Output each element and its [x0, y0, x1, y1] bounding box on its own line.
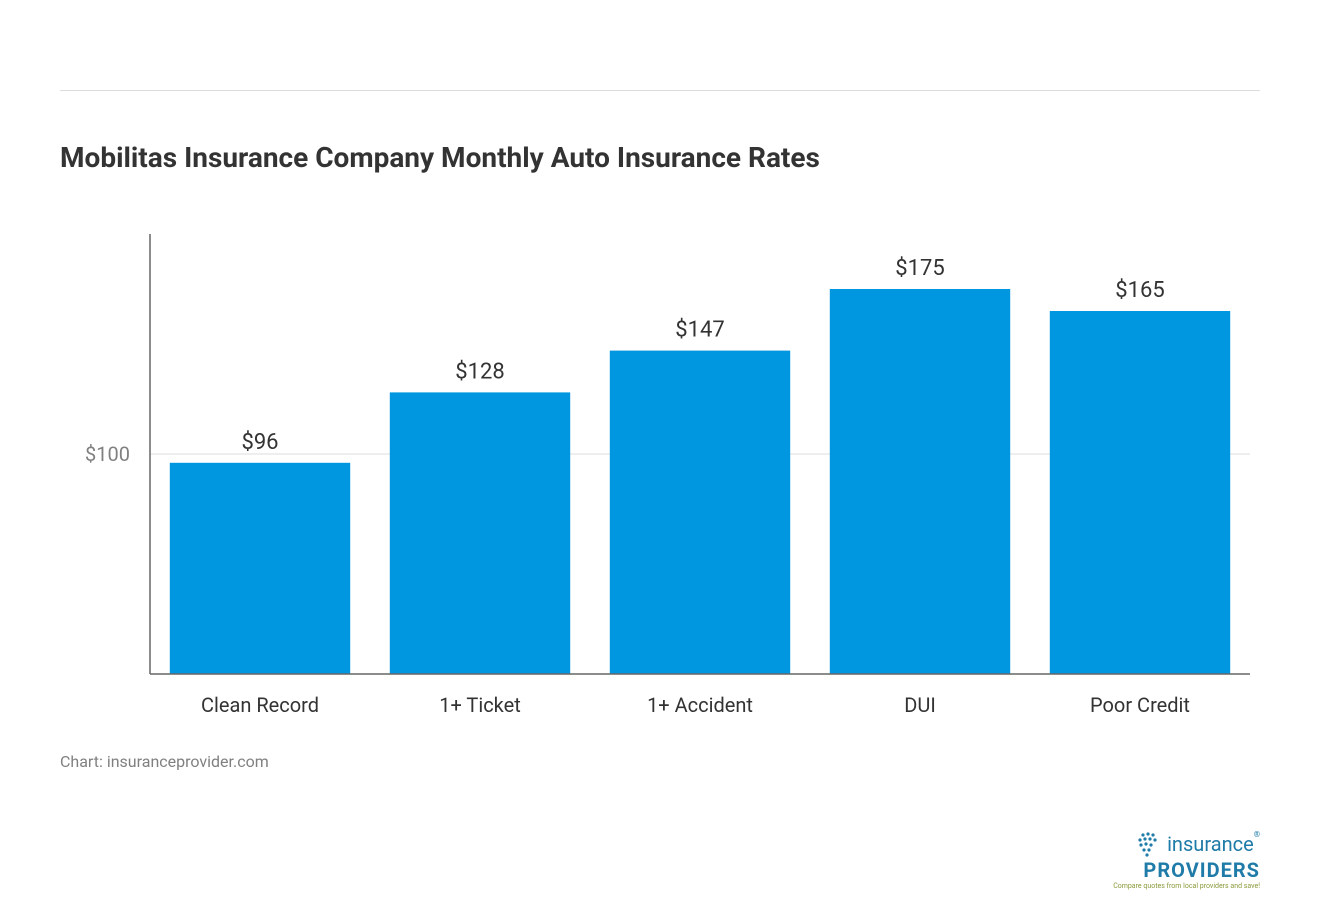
logo-reg-mark: ®	[1254, 830, 1260, 839]
bar	[170, 463, 350, 674]
logo-word-2: PROVIDERS	[1143, 858, 1260, 882]
bar	[610, 351, 790, 674]
bar-value-label: $96	[241, 430, 278, 455]
bar-value-label: $165	[1115, 278, 1164, 303]
chart-wrapper: $100 $96 Clean Record $128 1+ Ticket $147 1+ A…	[60, 214, 1260, 734]
logo-dots-icon	[1137, 831, 1163, 860]
logo-text: insurance® PROVIDERS	[1113, 831, 1260, 880]
brand-logo: insurance® PROVIDERS Compare quotes from…	[1113, 831, 1260, 890]
chart-attribution: Chart: insuranceprovider.com	[60, 752, 1260, 771]
logo-tagline: Compare quotes from local providers and …	[1113, 882, 1260, 890]
bar	[1050, 311, 1230, 674]
bar-chart: $100 $96 Clean Record $128 1+ Ticket $147 1+ A…	[60, 214, 1260, 734]
category-label: DUI	[904, 693, 936, 717]
chart-title: Mobilitas Insurance Company Monthly Auto…	[60, 141, 1260, 174]
y-tick-label: $100	[85, 442, 130, 466]
bar	[390, 392, 570, 674]
category-label: Clean Record	[201, 693, 319, 717]
category-label: Poor Credit	[1090, 693, 1190, 717]
logo-word-1: insurance	[1167, 832, 1254, 856]
category-label: 1+ Ticket	[439, 693, 521, 717]
chart-container: Mobilitas Insurance Company Monthly Auto…	[0, 0, 1320, 811]
bar-value-label: $147	[675, 318, 724, 343]
bar-value-label: $128	[455, 359, 504, 384]
top-divider	[60, 90, 1260, 91]
category-label: 1+ Accident	[647, 693, 753, 717]
bar-value-label: $175	[895, 256, 944, 281]
bar	[830, 289, 1010, 674]
